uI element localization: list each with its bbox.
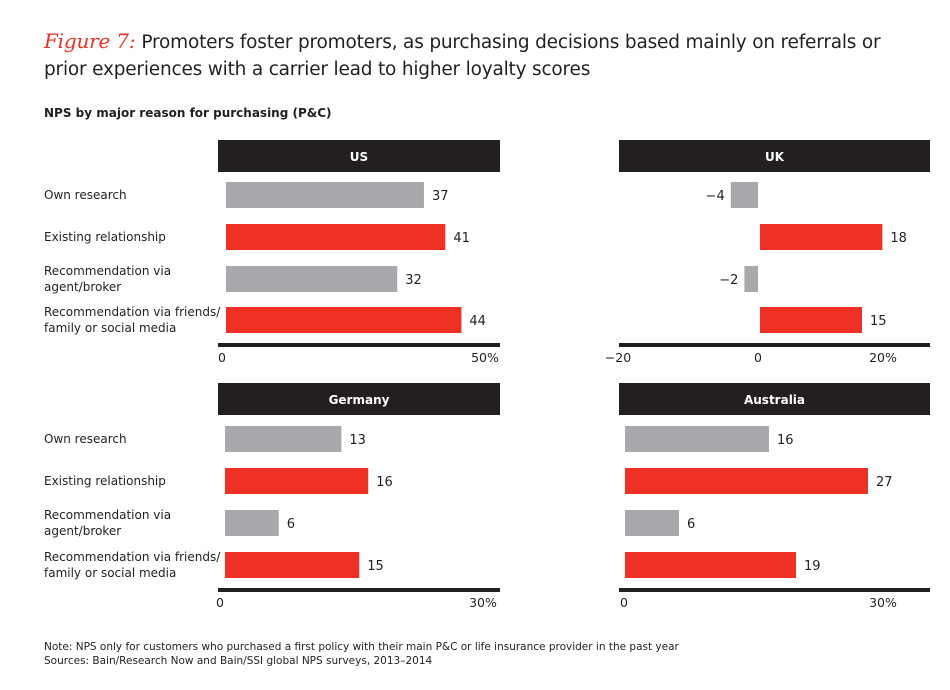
tick-label: 0 xyxy=(620,595,628,610)
tick-label: 0 xyxy=(218,350,226,365)
panel-header xyxy=(619,383,930,415)
data-label: −4 xyxy=(706,189,725,204)
data-label: 16 xyxy=(376,475,393,490)
panel-title: US xyxy=(350,150,368,164)
tick-label: 50% xyxy=(471,350,499,365)
row-label: Recommendation via friends/family or soc… xyxy=(44,550,221,580)
figure-title: Figure 7: Promoters foster promoters, as … xyxy=(44,28,924,83)
data-label: −2 xyxy=(719,273,738,288)
row-label: Own research xyxy=(44,188,127,202)
bar xyxy=(226,224,446,250)
data-label: 41 xyxy=(453,231,470,246)
bar xyxy=(744,266,758,292)
panel-title: UK xyxy=(765,150,785,164)
figure-label: Figure 7: xyxy=(44,29,136,53)
bar xyxy=(225,510,279,536)
bar xyxy=(625,510,679,536)
x-axis-line xyxy=(218,343,500,347)
x-axis-line xyxy=(619,343,930,347)
x-axis-line xyxy=(619,588,930,592)
footnote: Note: NPS only for customers who purchas… xyxy=(44,641,679,653)
bar xyxy=(625,552,796,578)
bar xyxy=(760,307,862,333)
row-label: Recommendation via agent/broker xyxy=(44,508,172,538)
row-label: Existing relationship xyxy=(44,474,166,488)
panel-title: Germany xyxy=(329,393,390,407)
data-label: 6 xyxy=(687,517,695,532)
bar xyxy=(226,307,462,333)
data-label: 18 xyxy=(890,231,907,246)
panel-header xyxy=(619,140,930,172)
bar xyxy=(226,182,424,208)
tick-label: 30% xyxy=(869,595,897,610)
tick-label: 0 xyxy=(216,595,224,610)
data-label: 44 xyxy=(469,314,486,329)
data-label: 19 xyxy=(804,559,821,574)
panel-header xyxy=(218,383,500,415)
bar xyxy=(225,468,369,494)
tick-label: 30% xyxy=(469,595,497,610)
bar xyxy=(625,468,868,494)
bar xyxy=(730,182,758,208)
data-label: 16 xyxy=(777,433,794,448)
data-label: 15 xyxy=(870,314,887,329)
x-axis-line xyxy=(218,588,500,592)
chart-subtitle: NPS by major reason for purchasing (P&C) xyxy=(44,106,332,120)
figure-title-text: Promoters foster promoters, as purchasin… xyxy=(44,32,881,80)
data-label: 32 xyxy=(405,273,422,288)
panel-title: Australia xyxy=(744,393,805,407)
bar xyxy=(760,224,883,250)
tick-label: 0 xyxy=(754,350,762,365)
panel-header xyxy=(218,140,500,172)
data-label: 37 xyxy=(432,189,449,204)
bar xyxy=(225,552,360,578)
bar xyxy=(226,266,398,292)
sources: Sources: Bain/Research Now and Bain/SSI … xyxy=(44,655,433,667)
bar xyxy=(225,426,342,452)
data-label: 6 xyxy=(287,517,295,532)
row-label: Own research xyxy=(44,432,127,446)
data-label: 27 xyxy=(876,475,893,490)
bar xyxy=(625,426,769,452)
data-label: 15 xyxy=(367,559,384,574)
row-label: Recommendation via agent/broker xyxy=(44,264,172,294)
tick-label: 20% xyxy=(869,350,897,365)
row-label: Recommendation via friends/family or soc… xyxy=(44,305,221,335)
row-label: Existing relationship xyxy=(44,230,166,244)
tick-label: −20 xyxy=(605,350,631,365)
data-label: 13 xyxy=(349,433,366,448)
